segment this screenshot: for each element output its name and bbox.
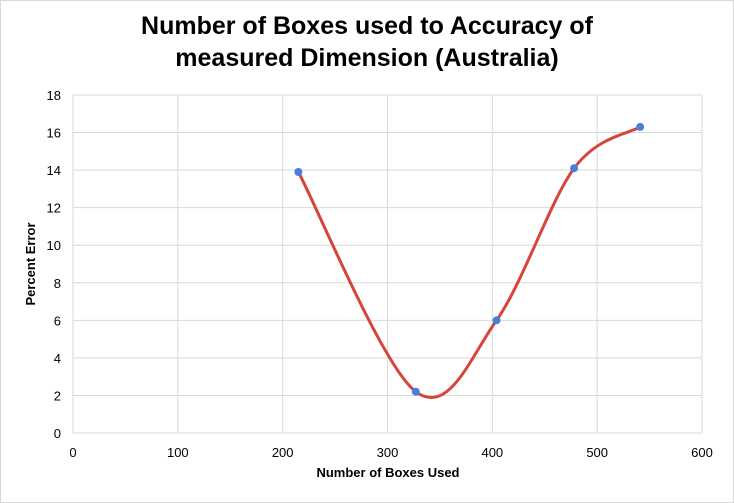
y-tick-label: 10 bbox=[47, 238, 61, 253]
chart-title-line-2: measured Dimension (Australia) bbox=[175, 44, 559, 72]
chart-title-line-1: Number of Boxes used to Accuracy of bbox=[141, 12, 593, 40]
x-tick-label: 600 bbox=[691, 445, 713, 460]
y-tick-label: 8 bbox=[54, 276, 61, 291]
series-line bbox=[297, 125, 641, 400]
x-tick-label: 200 bbox=[272, 445, 294, 460]
x-tick-label: 100 bbox=[167, 445, 189, 460]
x-axis-ticks: 0 100 200 300 400 500 600 bbox=[69, 445, 712, 460]
data-point bbox=[570, 164, 579, 173]
x-tick-label: 400 bbox=[481, 445, 503, 460]
x-axis-title: Number of Boxes Used bbox=[316, 465, 459, 480]
y-tick-label: 6 bbox=[54, 313, 61, 328]
y-tick-label: 16 bbox=[47, 126, 61, 141]
data-point bbox=[492, 316, 501, 325]
y-axis-title: Percent Error bbox=[23, 222, 38, 305]
y-tick-label: 2 bbox=[54, 388, 61, 403]
y-tick-label: 4 bbox=[54, 351, 61, 366]
data-points bbox=[294, 122, 645, 396]
y-tick-label: 0 bbox=[54, 426, 61, 441]
y-tick-label: 14 bbox=[47, 163, 61, 178]
y-axis-ticks: 0 2 4 6 8 10 12 14 16 18 bbox=[47, 88, 61, 441]
data-point bbox=[294, 167, 303, 176]
data-point bbox=[411, 387, 420, 396]
grid-lines bbox=[72, 94, 703, 434]
chart-title: Number of Boxes used to Accuracy of meas… bbox=[0, 10, 734, 74]
x-tick-label: 0 bbox=[69, 445, 76, 460]
y-tick-label: 18 bbox=[47, 88, 61, 103]
x-tick-label: 300 bbox=[377, 445, 399, 460]
x-tick-label: 500 bbox=[586, 445, 608, 460]
y-tick-label: 12 bbox=[47, 201, 61, 216]
data-point bbox=[636, 122, 645, 131]
